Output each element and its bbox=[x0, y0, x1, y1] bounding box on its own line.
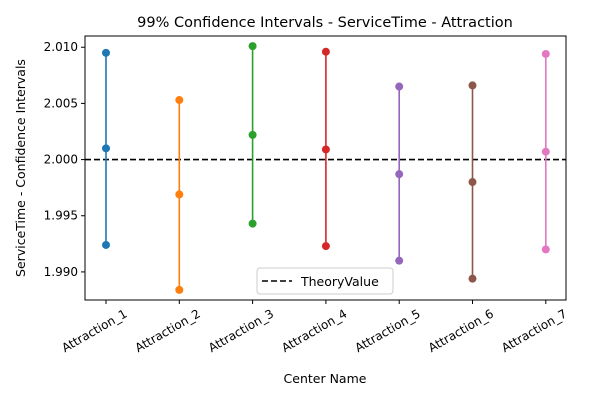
interval-Attraction_6 bbox=[468, 81, 477, 283]
interval-Attraction_4 bbox=[321, 47, 330, 251]
upper-point bbox=[102, 48, 110, 57]
upper-point bbox=[395, 82, 404, 91]
lower-point bbox=[175, 285, 184, 294]
y-tick-label: 2.000 bbox=[44, 153, 78, 167]
y-axis-label: ServiceTime - Confidence Intervals bbox=[13, 59, 28, 277]
lower-point bbox=[321, 242, 330, 251]
chart-title: 99% Confidence Intervals - ServiceTime -… bbox=[137, 15, 513, 31]
interval-Attraction_7 bbox=[541, 49, 550, 254]
interval-Attraction_1 bbox=[102, 48, 110, 249]
mean-point bbox=[468, 178, 477, 187]
mean-point bbox=[248, 130, 257, 139]
lower-point bbox=[541, 245, 550, 254]
upper-point bbox=[248, 42, 257, 51]
upper-point bbox=[468, 81, 477, 90]
x-axis-label: Center Name bbox=[284, 371, 367, 386]
lower-point bbox=[248, 219, 257, 228]
lower-point bbox=[468, 274, 477, 283]
y-tick-label: 1.995 bbox=[44, 209, 78, 223]
y-tick-label: 2.005 bbox=[44, 96, 78, 110]
upper-point bbox=[321, 47, 330, 56]
mean-point bbox=[175, 190, 184, 199]
legend: TheoryValue bbox=[256, 267, 394, 295]
mean-point bbox=[321, 145, 330, 154]
legend-label: TheoryValue bbox=[300, 274, 379, 289]
mean-point bbox=[395, 170, 404, 179]
interval-Attraction_2 bbox=[175, 96, 184, 294]
upper-point bbox=[541, 49, 550, 58]
y-axis: 1.990 1.995 2.000 2.005 2.010 bbox=[44, 40, 85, 279]
mean-point bbox=[102, 144, 110, 153]
interval-Attraction_3 bbox=[248, 42, 257, 228]
series-layer bbox=[102, 42, 550, 294]
mean-point bbox=[541, 147, 550, 156]
y-tick-label: 2.010 bbox=[44, 40, 78, 54]
lower-point bbox=[395, 256, 404, 265]
upper-point bbox=[175, 96, 184, 105]
legend-box bbox=[256, 267, 394, 295]
y-tick-label: 1.990 bbox=[44, 265, 78, 279]
lower-point bbox=[102, 240, 110, 249]
interval-Attraction_5 bbox=[395, 82, 404, 265]
